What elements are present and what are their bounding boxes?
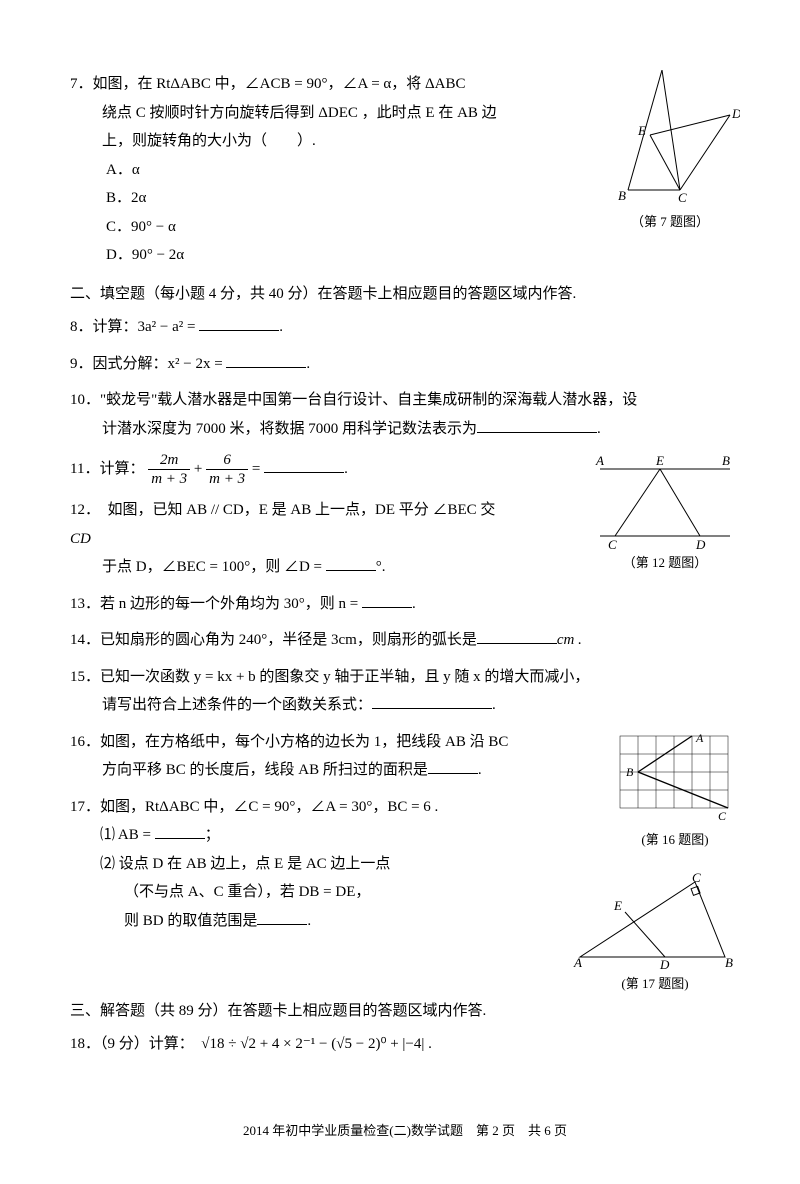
svg-text:B: B (725, 955, 733, 970)
q12-l1: 12． 如图，已知 AB // CD，E 是 AB 上一点，DE 平分 ∠BEC… (70, 496, 740, 525)
q18-expr: √18 ÷ √2 + 4 × 2⁻¹ − (√5 − 2)⁰ + |−4| . (201, 1036, 432, 1052)
q10-l1: 10．"蛟龙号"载人潜水器是中国第一台自行设计、自主集成研制的深海载人潜水器，设 (70, 386, 740, 415)
q7-figure: A D E B C (600, 70, 740, 210)
q14-pre: 14．已知扇形的圆心角为 240°，半径是 3cm，则扇形的弧长是 (70, 632, 477, 648)
q17-p2-blank (257, 909, 307, 925)
q17-p1-pre: ⑴ AB = (100, 827, 155, 843)
q12-cd: CD (70, 525, 740, 554)
svg-text:E: E (637, 123, 646, 138)
svg-text:D: D (731, 106, 740, 121)
section-2-header: 二、填空题（每小题 4 分，共 40 分）在答题卡上相应题目的答题区域内作答. (70, 280, 740, 309)
q8-text: 8．计算：3a² − a² = (70, 319, 199, 335)
svg-text:A: A (573, 955, 582, 970)
q9-blank (226, 352, 306, 368)
q14-blank (477, 628, 557, 644)
q18-pre: 18．（9 分）计算： (70, 1036, 201, 1052)
q17-p2-l1: ⑵ 设点 D 在 AB 边上，点 E 是 AC 边上一点 (100, 850, 740, 879)
q17-l1: 17．如图，RtΔABC 中，∠C = 90°，∠A = 30°，BC = 6 … (70, 793, 740, 822)
q12-blank (326, 555, 376, 571)
q16-l1: 16．如图，在方格纸中，每个小方格的边长为 1，把线段 AB 沿 BC (70, 728, 740, 757)
q17-p1-blank (155, 823, 205, 839)
svg-text:C: C (678, 190, 687, 205)
q16-blank (428, 758, 478, 774)
q13-pre: 13．若 n 边形的每一个外角均为 30°，则 n = (70, 596, 362, 612)
q10-l2: 计潜水深度为 7000 米，将数据 7000 用科学记数法表示为 (102, 421, 477, 437)
q12-l2-pre: 于点 D，∠BEC = 100°，则 ∠D = (102, 559, 326, 575)
q13-blank (362, 592, 412, 608)
q9-text: 9．因式分解：x² − 2x = (70, 356, 226, 372)
q15-l1: 15．已知一次函数 y = kx + b 的图象交 y 轴于正半轴，且 y 随 … (70, 663, 740, 692)
q15-blank (372, 693, 492, 709)
q11-blank (264, 457, 344, 473)
q17-caption: (第 17 题图) (570, 972, 740, 997)
q15-l2: 请写出符合上述条件的一个函数关系式： (102, 697, 372, 713)
q7-caption: （第 7 题图） (600, 210, 740, 235)
svg-text:D: D (659, 957, 670, 972)
q8-blank (199, 315, 279, 331)
q17-p2-l3-pre: 则 BD 的取值范围是 (124, 913, 257, 929)
svg-text:B: B (618, 188, 626, 203)
q10-blank (477, 417, 597, 433)
q17-p2-l2: （不与点 A、C 重合），若 DB = DE， (124, 878, 740, 907)
q11-pre: 11．计算： (70, 461, 144, 477)
q7-opt-d: D．90° − 2α (106, 241, 740, 270)
svg-text:A: A (659, 70, 668, 73)
section-3-header: 三、解答题（共 89 分）在答题卡上相应题目的答题区域内作答. (70, 997, 740, 1026)
q16-l2: 方向平移 BC 的长度后，线段 AB 所扫过的面积是 (102, 762, 428, 778)
page-footer: 2014 年初中学业质量检查(二)数学试题 第 2 页 共 6 页 (70, 1119, 740, 1144)
